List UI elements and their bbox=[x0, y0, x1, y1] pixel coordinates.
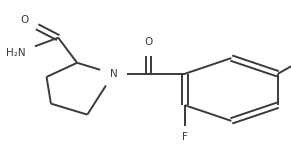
Text: H₂N: H₂N bbox=[6, 48, 26, 58]
Text: F: F bbox=[182, 132, 188, 142]
Text: O: O bbox=[21, 15, 29, 25]
Text: N: N bbox=[110, 69, 117, 79]
Text: O: O bbox=[144, 37, 152, 47]
